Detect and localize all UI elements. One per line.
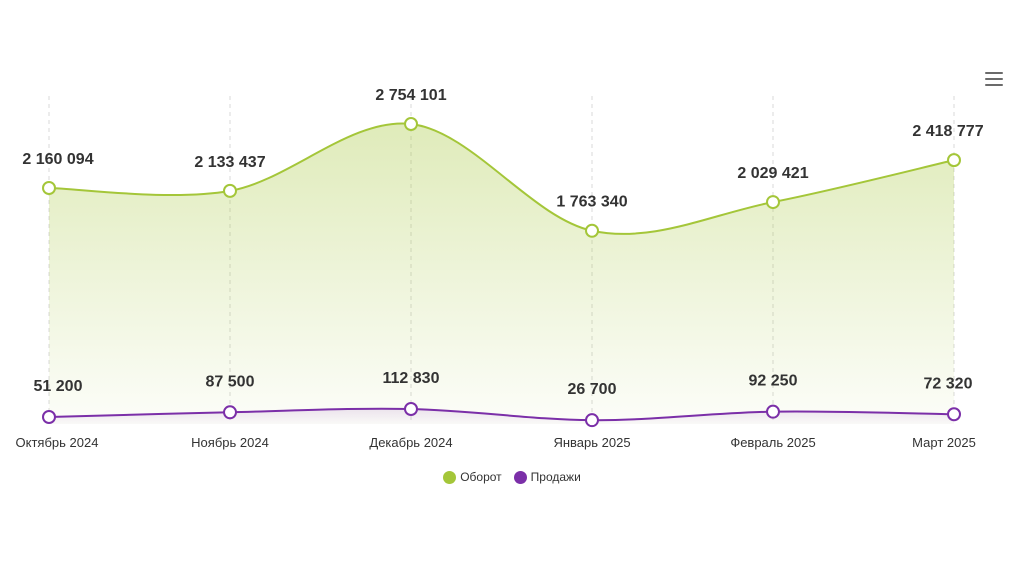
data-point[interactable] bbox=[42, 181, 56, 195]
series-area bbox=[49, 408, 954, 424]
legend-label-prodazhi: Продажи bbox=[530, 470, 581, 484]
series-points[interactable] bbox=[42, 117, 961, 428]
data-point[interactable] bbox=[404, 117, 418, 131]
x-tick-label: Октябрь 2024 bbox=[16, 435, 99, 450]
series-lines bbox=[48, 122, 955, 422]
data-point[interactable] bbox=[766, 404, 780, 419]
data-point[interactable] bbox=[585, 413, 599, 428]
series-line bbox=[48, 122, 955, 235]
data-point[interactable] bbox=[585, 223, 599, 238]
data-label: 1 763 340 bbox=[556, 194, 627, 211]
data-label: 2 029 421 bbox=[737, 165, 808, 182]
series-areas bbox=[49, 123, 954, 424]
hamburger-menu-icon[interactable] bbox=[984, 70, 1004, 88]
data-point[interactable] bbox=[947, 153, 961, 168]
x-tick-label: Январь 2025 bbox=[553, 435, 630, 450]
series-area bbox=[49, 123, 954, 424]
data-label: 92 250 bbox=[749, 373, 798, 390]
legend-label-oborot: Оборот bbox=[460, 470, 502, 484]
data-label: 26 700 bbox=[568, 381, 617, 398]
data-label: 112 830 bbox=[383, 370, 440, 387]
data-label: 2 160 094 bbox=[22, 151, 93, 168]
data-labels: 2 160 094 2 133 437 2 754 101 1 763 340 2 02… bbox=[22, 87, 983, 398]
x-tick-label: Февраль 2025 bbox=[730, 435, 815, 450]
data-label: 72 320 bbox=[924, 375, 973, 392]
x-tick-label: Март 2025 bbox=[912, 435, 976, 450]
legend-item-prodazhi[interactable]: Продажи bbox=[513, 470, 581, 484]
data-point[interactable] bbox=[223, 183, 237, 198]
x-tick-label: Декабрь 2024 bbox=[369, 435, 452, 450]
data-label: 2 754 101 bbox=[375, 87, 446, 104]
data-label: 51 200 bbox=[34, 378, 83, 395]
data-point[interactable] bbox=[947, 407, 961, 422]
legend-item-oborot[interactable]: Оборот bbox=[443, 470, 502, 484]
data-label: 2 418 777 bbox=[912, 123, 983, 140]
x-axis-labels: Октябрь 2024 Ноябрь 2024 Декабрь 2024 Январ… bbox=[16, 435, 976, 450]
x-tick-label: Ноябрь 2024 bbox=[191, 435, 269, 450]
data-label: 87 500 bbox=[206, 373, 255, 390]
legend-marker-prodazhi bbox=[513, 470, 527, 484]
data-point[interactable] bbox=[42, 410, 56, 424]
legend-marker-oborot bbox=[443, 470, 457, 484]
data-point[interactable] bbox=[766, 195, 780, 210]
data-label: 2 133 437 bbox=[194, 154, 265, 171]
data-point[interactable] bbox=[404, 402, 418, 416]
series-line bbox=[48, 407, 955, 422]
legend: Оборот Продажи bbox=[0, 470, 1024, 484]
data-point[interactable] bbox=[223, 405, 237, 420]
